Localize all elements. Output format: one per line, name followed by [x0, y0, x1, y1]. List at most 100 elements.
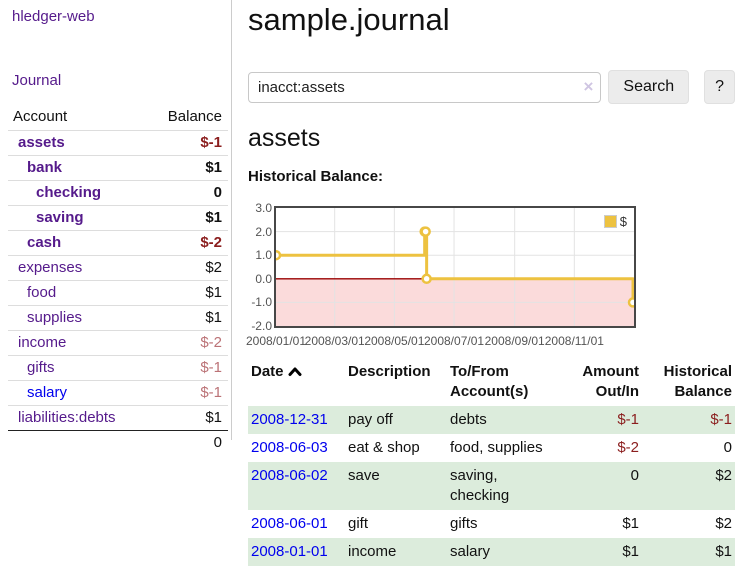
accounts-total-balance: 0: [144, 430, 228, 455]
account-row: assets $-1: [8, 130, 228, 156]
app-title-link[interactable]: hledger-web: [12, 8, 95, 25]
sidebar-item-bank[interactable]: bank: [27, 159, 63, 176]
chart-title: Historical Balance:: [248, 168, 384, 185]
y-axis-tick-label: 0.0: [255, 271, 272, 286]
sidebar-item-income[interactable]: income: [18, 334, 67, 351]
sidebar-item-food[interactable]: food: [27, 284, 57, 301]
x-axis-tick-label: 2008/01/01: [245, 334, 307, 348]
transaction-amount: $-1: [559, 406, 642, 434]
account-row: liabilities:debts $1: [8, 405, 228, 431]
transaction-description: save: [345, 462, 447, 510]
date-column-header[interactable]: Date: [248, 358, 345, 406]
account-row: saving $1: [8, 205, 228, 231]
account-balance: $1: [144, 405, 228, 431]
sidebar-item-saving[interactable]: saving: [36, 209, 84, 226]
transaction-row: 2008-06-02 save saving, checking 0 $2: [248, 462, 735, 510]
transaction-description: eat & shop: [348, 439, 420, 456]
y-axis-tick-label: 1.0: [255, 248, 272, 263]
account-row: supplies $1: [8, 305, 228, 331]
amount-column-header: Amount Out/In: [582, 363, 639, 400]
account-balance: $1: [144, 205, 228, 231]
transaction-balance: 0: [723, 439, 732, 456]
accounts-column-header: Account: [13, 108, 68, 125]
account-balance: $1: [144, 155, 228, 181]
description-column-header: Description: [348, 363, 431, 380]
accounts-table-body: assets $-1 bank $1 checking 0 saving $1 cash $-2 e…: [8, 130, 228, 431]
y-axis-tick-label: -2.0: [251, 319, 272, 333]
sidebar-item-supplies[interactable]: supplies: [27, 309, 83, 326]
y-axis-tick-label: -1.0: [251, 295, 272, 310]
legend-label: $: [619, 214, 627, 229]
account-balance: $-1: [144, 130, 228, 156]
search-box: ×: [248, 71, 602, 103]
transaction-date-link[interactable]: 2008-06-03: [251, 439, 328, 456]
sort-ascending-icon: [288, 363, 302, 383]
sidebar: hledger-web Journal Account Balance asse…: [0, 0, 232, 582]
transaction-date-link[interactable]: 2008-06-01: [251, 515, 328, 532]
transaction-row: 2008-06-01 gift gifts $1 $2: [248, 510, 735, 538]
account-balance: $2: [144, 255, 228, 281]
account-heading: assets: [248, 124, 321, 152]
transaction-row: 2008-06-03 eat & shop food, supplies $-2 0: [248, 434, 735, 462]
x-axis-tick-label: 2008/07/01: [423, 334, 485, 348]
x-axis-tick-label: 2008/03/01: [304, 334, 365, 348]
sidebar-item-cash[interactable]: cash: [27, 234, 62, 251]
transaction-balance: $-1: [642, 406, 735, 434]
account-row: cash $-2: [8, 230, 228, 256]
transactions-table: Date Description To/From Account(s) Amou…: [248, 358, 735, 566]
main-content: sample.journal × Search ? assets Histori…: [245, 0, 735, 582]
page-title: sample.journal: [248, 2, 450, 37]
x-axis-tick-label: 2008/11/01: [544, 334, 604, 348]
search-input[interactable]: [248, 71, 602, 103]
transaction-row: 2008-01-01 income salary $1 $1: [248, 538, 735, 566]
y-axis-tick-label: 2.0: [255, 224, 272, 239]
help-button[interactable]: ?: [704, 70, 735, 104]
account-row: expenses $2: [8, 255, 228, 281]
transaction-description: pay off: [345, 406, 447, 434]
sidebar-item-salary[interactable]: salary: [27, 384, 68, 401]
account-balance: $-2: [144, 330, 228, 356]
search-bar: × Search ?: [248, 69, 735, 105]
search-button[interactable]: Search: [608, 70, 690, 104]
sidebar-item-assets[interactable]: assets: [18, 134, 65, 151]
historical-balance-column-header: Historical Balance: [663, 363, 732, 400]
transaction-accounts: salary: [447, 538, 559, 566]
account-balance: $-1: [144, 355, 228, 381]
transactions-table-body: 2008-12-31 pay off debts $-1 $-1 2008-06-03 ea…: [248, 406, 735, 566]
transaction-amount: $1: [622, 515, 639, 532]
transaction-description: income: [345, 538, 447, 566]
account-row: bank $1: [8, 155, 228, 181]
transaction-date-link[interactable]: 2008-12-31: [251, 411, 328, 428]
transaction-amount: 0: [559, 462, 642, 510]
transaction-accounts: food, supplies: [450, 439, 543, 456]
accounts-column-header-main: To/From Account(s): [450, 363, 529, 400]
transaction-date-link[interactable]: 2008-01-01: [251, 543, 328, 560]
account-balance: $-1: [144, 380, 228, 406]
transaction-row: 2008-12-31 pay off debts $-1 $-1: [248, 406, 735, 434]
transaction-description: gift: [348, 515, 369, 532]
chart-legend: $: [601, 213, 629, 230]
sidebar-item-liabilities-debts[interactable]: liabilities:debts: [18, 409, 116, 426]
accounts-total-row: 0: [8, 430, 228, 455]
chart-canvas: [276, 208, 634, 326]
clear-search-icon[interactable]: ×: [583, 76, 594, 96]
account-row: income $-2: [8, 330, 228, 356]
balance-column-header: Balance: [167, 108, 222, 125]
chart-plot-area: $: [274, 206, 636, 328]
transaction-accounts: saving, checking: [447, 462, 559, 510]
account-row: salary $-1: [8, 380, 228, 406]
sidebar-divider: [231, 0, 232, 440]
account-balance: 0: [144, 180, 228, 206]
account-balance: $1: [144, 280, 228, 306]
sidebar-item-checking[interactable]: checking: [36, 184, 102, 201]
account-row: food $1: [8, 280, 228, 306]
x-axis-tick-label: 2008/05/01: [364, 334, 425, 348]
sidebar-item-expenses[interactable]: expenses: [18, 259, 83, 276]
transaction-accounts: debts: [447, 406, 559, 434]
sidebar-item-gifts[interactable]: gifts: [27, 359, 55, 376]
transaction-date-link[interactable]: 2008-06-02: [251, 467, 328, 484]
account-row: gifts $-1: [8, 355, 228, 381]
account-balance: $1: [144, 305, 228, 331]
sidebar-item-journal[interactable]: Journal: [12, 72, 62, 89]
transaction-amount: $1: [559, 538, 642, 566]
